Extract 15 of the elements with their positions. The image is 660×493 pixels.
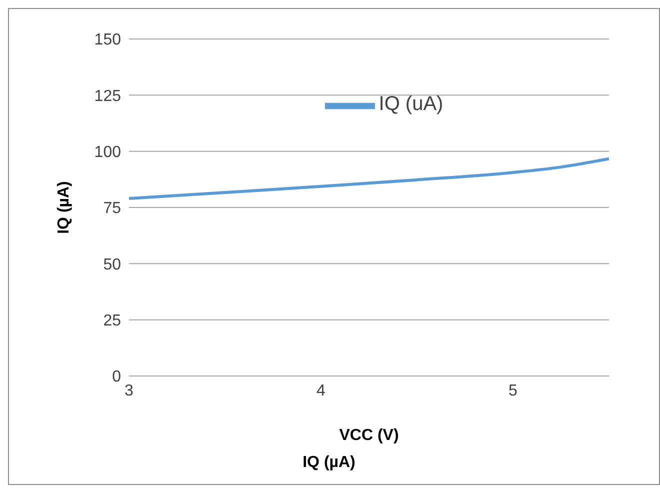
x-axis-title: VCC (V) (339, 427, 399, 444)
y-tick-label: 0 (112, 368, 122, 386)
y-tick-label: 25 (103, 312, 122, 330)
y-tick-label: 125 (94, 88, 122, 105)
x-tick-label: 3 (124, 382, 134, 400)
line-series (129, 157, 609, 200)
y-tick-label: 50 (103, 256, 122, 274)
text: IQ (µA) (302, 454, 356, 472)
y-axis-title: IQ (µA) (56, 181, 73, 234)
legend-label: IQ (uA) (378, 93, 444, 116)
y-tick-label: 150 (94, 32, 122, 49)
x-tick-label: 5 (508, 382, 518, 400)
x-tick-label: 4 (316, 382, 326, 400)
y-tick-label: 100 (94, 144, 122, 162)
y-tick-label: 75 (103, 200, 122, 218)
